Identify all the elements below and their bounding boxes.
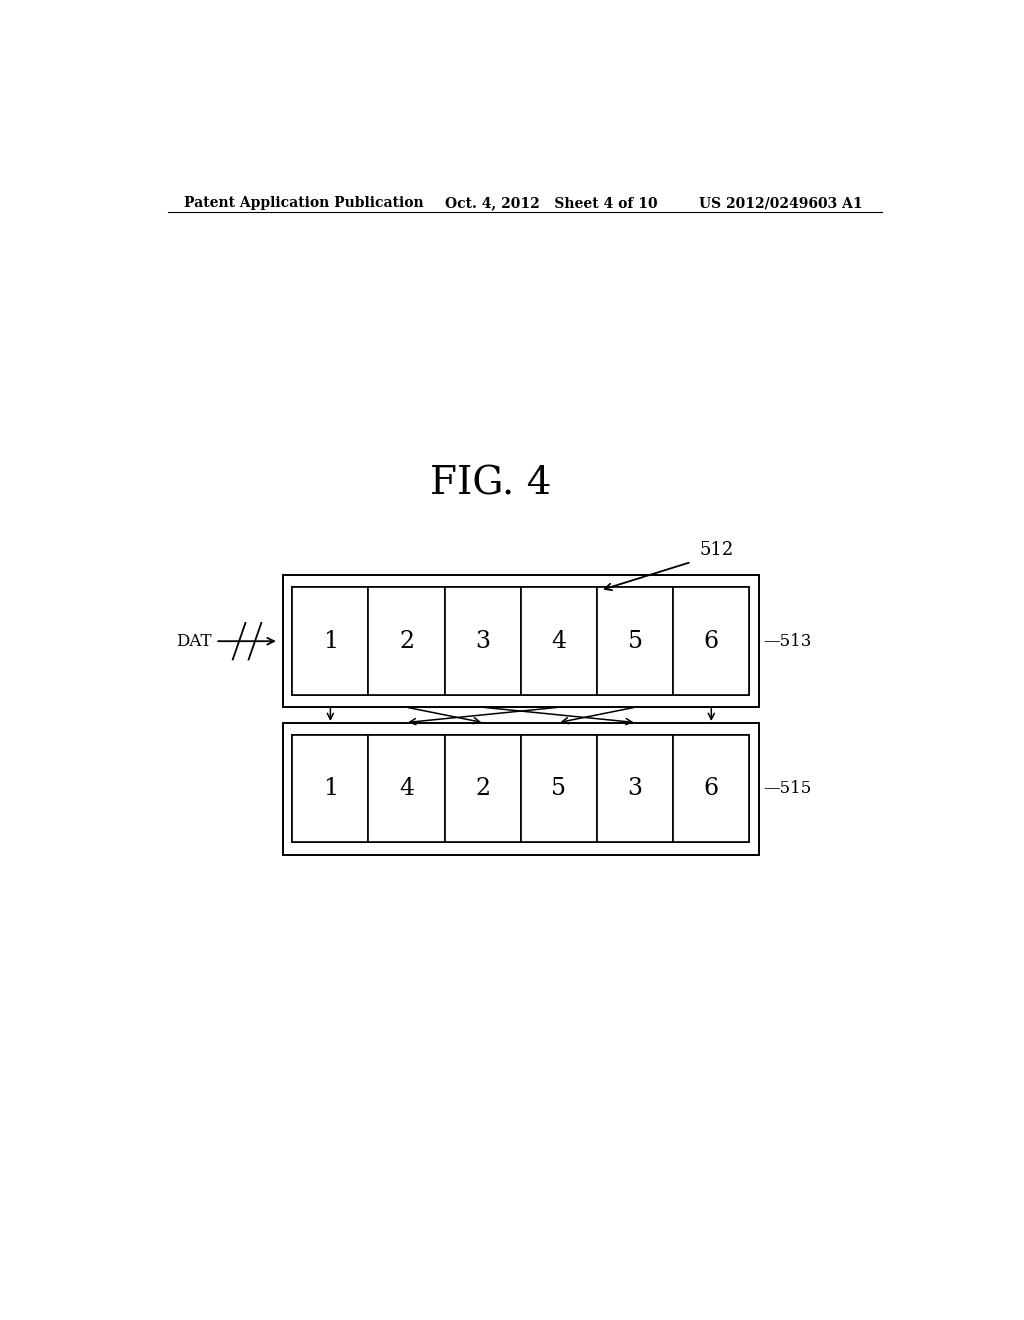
- Text: US 2012/0249603 A1: US 2012/0249603 A1: [699, 197, 863, 210]
- Text: 4: 4: [551, 630, 566, 652]
- Bar: [521, 735, 597, 842]
- Bar: [521, 587, 597, 696]
- Bar: [292, 735, 750, 842]
- Text: 1: 1: [323, 777, 338, 800]
- Text: 5: 5: [628, 630, 643, 652]
- Text: 5: 5: [552, 777, 566, 800]
- Text: 1: 1: [323, 630, 338, 652]
- Bar: [444, 587, 521, 696]
- Text: 2: 2: [475, 777, 490, 800]
- Bar: [673, 587, 750, 696]
- Text: 3: 3: [475, 630, 490, 652]
- Text: Patent Application Publication: Patent Application Publication: [183, 197, 423, 210]
- Text: —515: —515: [763, 780, 811, 797]
- Text: FIG. 4: FIG. 4: [430, 465, 551, 502]
- Text: 6: 6: [703, 777, 719, 800]
- Text: 6: 6: [703, 630, 719, 652]
- Bar: [597, 735, 673, 842]
- Text: 512: 512: [699, 541, 733, 558]
- Bar: [292, 587, 369, 696]
- Text: 3: 3: [628, 777, 643, 800]
- Text: 4: 4: [399, 777, 414, 800]
- Bar: [292, 587, 750, 696]
- Bar: [283, 576, 759, 708]
- Bar: [673, 735, 750, 842]
- Text: Oct. 4, 2012   Sheet 4 of 10: Oct. 4, 2012 Sheet 4 of 10: [445, 197, 658, 210]
- Text: 2: 2: [399, 630, 414, 652]
- Bar: [369, 735, 444, 842]
- Bar: [283, 722, 759, 854]
- Text: DAT: DAT: [176, 632, 211, 649]
- Bar: [597, 587, 673, 696]
- Bar: [369, 587, 444, 696]
- Text: —513: —513: [763, 632, 811, 649]
- Bar: [444, 735, 521, 842]
- Bar: [292, 735, 369, 842]
